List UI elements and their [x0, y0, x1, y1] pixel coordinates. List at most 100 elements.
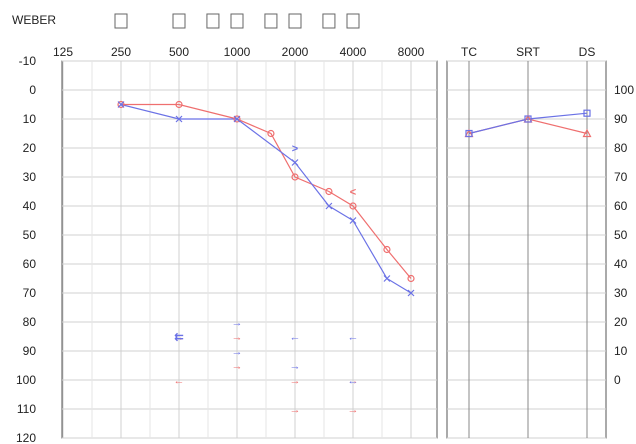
speech-test-label: TC: [461, 45, 477, 59]
speech-score-labels: 0 10 20 30 40 50 60 70 80 90 100: [614, 83, 634, 387]
speech-test-labels: TC SRT DS: [461, 45, 595, 59]
weber-box: [288, 13, 302, 29]
db-tick-label: 60: [23, 257, 37, 271]
blue-speech-line: [468, 112, 588, 135]
blue-symbol: ⇇: [174, 332, 183, 344]
square-marker: [524, 115, 532, 123]
speech-panel-grid: [446, 60, 607, 439]
blue-symbol: ←: [348, 375, 359, 387]
db-tick-label: -10: [19, 54, 37, 68]
circle-marker: [291, 173, 299, 181]
weber-box: [206, 13, 220, 29]
speech-score-tick-label: 60: [614, 199, 628, 213]
speech-score-tick-label: 40: [614, 257, 628, 271]
db-tick-label: 70: [23, 286, 37, 300]
circle-marker: [267, 129, 275, 138]
red-symbol: →: [348, 404, 359, 416]
speech-markers: [464, 109, 592, 138]
db-tick-label: 10: [23, 112, 37, 126]
weber-box: [230, 13, 244, 29]
speech-score-tick-label: 80: [614, 141, 628, 155]
weber-box: [114, 13, 128, 29]
x-marker: [175, 115, 183, 123]
circle-marker: [407, 274, 415, 283]
weber-box: [264, 13, 278, 29]
frequency-axis-labels: 125 250 500 1000 2000 4000 8000: [53, 45, 425, 59]
circle-marker: [175, 100, 183, 109]
red-symbol: →: [232, 361, 243, 373]
square-marker: [583, 109, 591, 117]
db-tick-label: 110: [17, 402, 36, 416]
frequency-tick-label: 250: [111, 45, 131, 59]
x-marker: [291, 159, 299, 166]
masking-symbols: ><→⇇→→→→←←→→→←→←→: [174, 143, 359, 416]
blue-symbol: ←: [290, 332, 301, 344]
speech-score-tick-label: 10: [614, 344, 628, 358]
red-threshold-line: [121, 103, 412, 279]
circle-marker: [383, 245, 391, 254]
speech-score-tick-label: 30: [614, 286, 628, 300]
weber-row: WEBER: [12, 13, 360, 29]
blue-symbol: →: [232, 346, 243, 358]
weber-label: WEBER: [12, 13, 56, 27]
weber-box: [346, 13, 360, 29]
speech-test-label: SRT: [516, 45, 540, 59]
square-marker: [465, 129, 473, 138]
circle-marker: [349, 202, 357, 210]
red-symbol: →: [232, 332, 243, 344]
red-symbol: →: [290, 404, 301, 416]
audiogram-grid: [61, 60, 438, 439]
frequency-tick-label: 2000: [282, 45, 309, 59]
blue-symbol: →: [290, 361, 301, 373]
blue-symbol: →: [232, 317, 243, 329]
x-marker: [325, 202, 333, 210]
x-marker: [383, 275, 391, 282]
weber-box: [172, 13, 186, 29]
circle-marker: [117, 100, 125, 109]
db-tick-label: 90: [23, 344, 37, 358]
weber-box: [322, 13, 336, 29]
db-tick-label: 20: [23, 141, 37, 155]
db-axis-labels: -10 0 10 20 30 40 50 60 70 80 90 100 110 120: [16, 54, 36, 444]
speech-test-label: DS: [579, 45, 596, 59]
db-tick-label: 100: [16, 373, 36, 387]
x-marker: [407, 289, 415, 297]
red-symbol: ←: [174, 375, 185, 387]
blue-threshold-line: [120, 103, 412, 294]
red-symbol: <: [350, 187, 356, 199]
frequency-tick-label: 500: [169, 45, 189, 59]
circle-marker: [233, 115, 241, 123]
frequency-tick-label: 8000: [398, 45, 425, 59]
speech-score-tick-label: 20: [614, 315, 628, 329]
red-symbol: →: [348, 375, 359, 387]
blue-symbol: ←: [348, 332, 359, 344]
frequency-tick-label: 4000: [340, 45, 367, 59]
db-tick-label: 0: [29, 83, 36, 97]
db-tick-label: 40: [23, 199, 37, 213]
speech-score-tick-label: 0: [614, 373, 621, 387]
x-marker: [349, 217, 357, 224]
db-tick-label: 30: [23, 170, 37, 184]
circle-marker: [325, 187, 333, 196]
speech-score-tick-label: 90: [614, 112, 628, 126]
x-marker: [117, 101, 125, 108]
blue-symbol: >: [292, 143, 298, 155]
x-marker: [233, 115, 241, 123]
db-tick-label: 50: [23, 228, 37, 242]
db-tick-label: 80: [23, 315, 37, 329]
speech-score-tick-label: 70: [614, 170, 628, 184]
frequency-tick-label: 1000: [224, 45, 251, 59]
frequency-tick-label: 125: [53, 45, 73, 59]
db-tick-label: 120: [16, 431, 36, 444]
triangle-marker: [582, 128, 592, 138]
speech-lines: [468, 112, 588, 135]
speech-score-tick-label: 100: [614, 83, 634, 97]
red-symbol: →: [174, 332, 185, 344]
audiogram-frame: [61, 60, 438, 439]
threshold-lines: [120, 103, 412, 294]
threshold-markers: [117, 100, 415, 297]
speech-score-tick-label: 50: [614, 228, 628, 242]
weber-boxes: [114, 13, 360, 29]
red-symbol: →: [290, 375, 301, 387]
